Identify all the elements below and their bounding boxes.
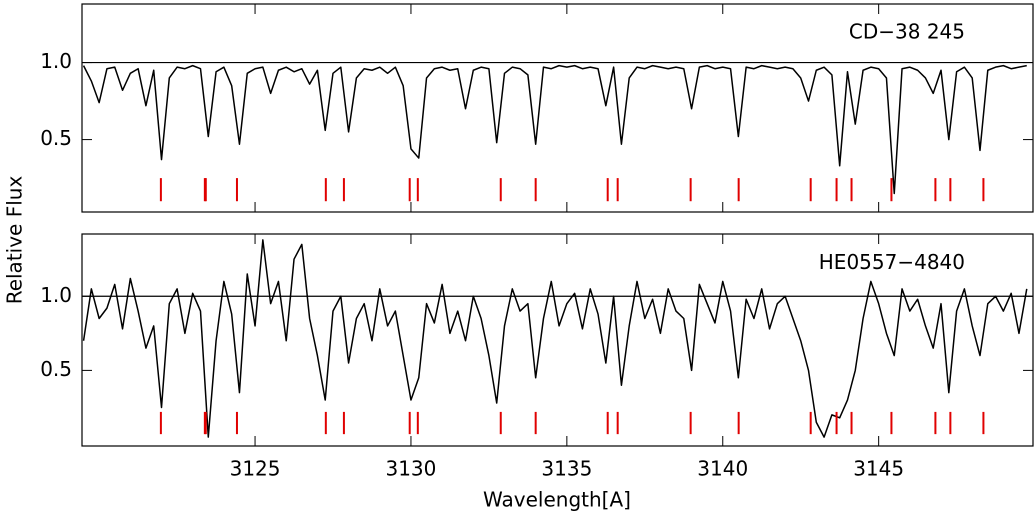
x-tick-label: 3140 [697, 457, 748, 481]
plot-frame [81, 233, 1034, 447]
y-tick-label: 0.5 [40, 357, 72, 381]
x-tick-label: 3130 [385, 457, 436, 481]
x-tick-label: 3125 [230, 457, 281, 481]
plot-frame [81, 3, 1034, 213]
panel-label: CD−38 245 [849, 20, 965, 44]
x-tick-label: 3145 [853, 457, 904, 481]
y-tick-label: 0.5 [40, 126, 72, 150]
spectrum-line [82, 64, 1027, 195]
y-tick-label: 1.0 [40, 283, 72, 307]
spectrum-line [82, 239, 1028, 438]
panel-label: HE0557−4840 [819, 250, 965, 274]
x-axis-label: Wavelength[A] [483, 488, 631, 512]
y-tick-label: 1.0 [40, 49, 72, 73]
y-axis-label: Relative Flux [3, 176, 27, 305]
x-tick-label: 3135 [541, 457, 592, 481]
